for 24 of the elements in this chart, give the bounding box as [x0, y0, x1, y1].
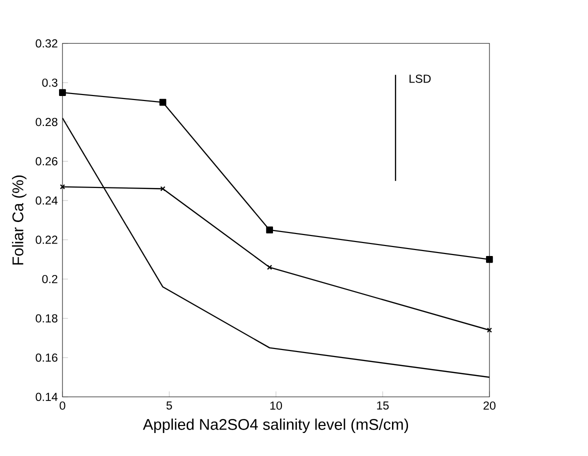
point [266, 226, 273, 234]
point [160, 186, 166, 192]
x-tick-label: 0 [60, 402, 66, 410]
y-tick-label: 0.14 [36, 392, 58, 402]
point [159, 99, 166, 106]
point [266, 264, 272, 270]
point [486, 256, 493, 264]
x-tick-label: 15 [377, 402, 389, 410]
y-tick-label: 0.2 [42, 275, 58, 284]
x-tick-label: 10 [270, 402, 282, 410]
x-axis-title: Applied Na2SO4 salinity level (mS/cm) [142, 418, 408, 434]
y-tick-label: 0.18 [36, 314, 58, 323]
point [59, 89, 66, 96]
y-tick-label: 0.32 [36, 39, 58, 48]
annotation: LSD [410, 74, 431, 84]
y-tick-label: 0.3 [42, 78, 58, 87]
y-tick-label: 0.26 [36, 157, 58, 166]
y-tick-label: 0.28 [36, 118, 58, 126]
y-tick-label: 0.24 [36, 196, 58, 205]
x-tick-label: 5 [166, 402, 172, 410]
y-axis-title: Foliar Ca (%) [12, 176, 26, 265]
y-tick-label: 0.22 [36, 236, 58, 244]
x-tick-label: 20 [484, 402, 496, 410]
y-tick-label: 0.16 [36, 354, 58, 362]
